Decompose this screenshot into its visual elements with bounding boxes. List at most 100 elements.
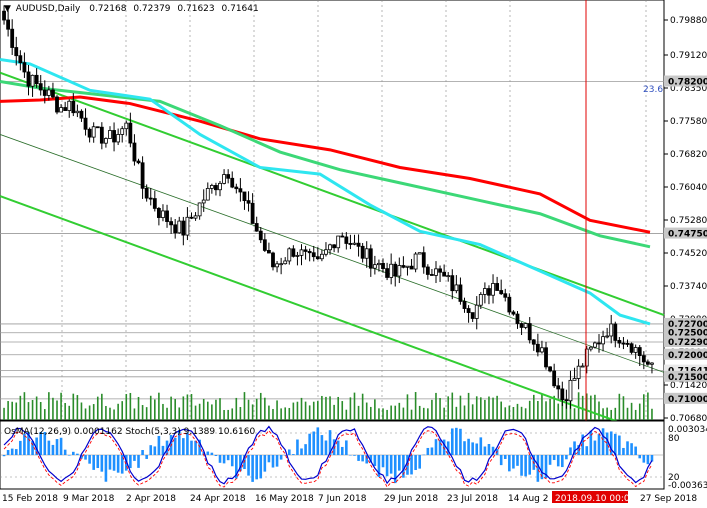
osma-bar [369,455,373,463]
osma-bar [373,455,377,467]
candle-bear [112,130,116,143]
osma-bar [239,455,242,472]
candle-bear [515,313,520,324]
candle-bull [177,220,182,234]
price-tick-label: 0.76820 [670,150,707,160]
candle-bull [197,202,202,217]
osma-bar [108,455,112,470]
candle-bull [91,126,96,138]
candle-bear [499,290,504,295]
osma-bar [145,455,148,459]
candle-bear [462,301,467,309]
candle-bear [262,239,267,251]
osma-bar [503,455,507,460]
osma-bar [120,455,124,474]
osma-bar [161,445,165,455]
candle-bear [307,251,312,254]
osma-bar [483,446,487,455]
level-tag-label: 0.72290 [668,338,707,348]
osma-bar [418,455,421,469]
osma-bar [556,455,560,467]
candle-bull [283,260,288,265]
time-axis[interactable]: 15 Feb 2018 9 Mar 2018 2 Apr 2018 24 Apr 20… [2,491,697,504]
osma-bar [426,447,430,455]
candle-bull [482,288,487,295]
osma-bar [6,450,10,455]
osma-bar [605,432,609,455]
price-tick-label: 0.76040 [670,183,707,193]
candle-bull [523,323,528,328]
candle-bull [201,199,206,204]
candle-bear [409,265,414,270]
osma-bar [39,431,43,455]
candle-bull [218,182,222,191]
osma-bar [2,455,6,457]
candle-bear [63,107,68,111]
candle-bear [230,177,235,188]
candle-bear [140,162,145,189]
candle-bear [613,323,618,341]
candle-bear [173,224,178,234]
symbol-arrow-icon: ▼ [4,4,11,14]
candle-bear [99,126,104,144]
osma-bar [410,455,413,475]
osma-bar [434,439,438,455]
candle-bear [348,243,353,245]
main-plot-frame [0,0,665,421]
candle-bull [478,293,483,306]
osma-bar [471,442,474,455]
candle-bear [250,202,255,224]
osma-bar [202,451,206,455]
chart-title: ▼ AUDUSD,Daily 0.72168 0.72379 0.71623 0… [4,4,259,14]
price-tick-label: 0.77580 [670,117,707,127]
channel-lower-line [0,195,665,440]
candle-bear [271,252,275,268]
candle-bear [136,160,141,164]
osma-bar [442,439,446,455]
osma-bar [296,439,299,455]
osma-bar [565,455,568,460]
osma-bar [251,455,254,482]
osma-bar [304,444,307,455]
indicator-tick-label: 20 [668,473,680,483]
candle-bear [527,323,532,341]
osma-bar [124,455,128,471]
price-tick-label: 0.74520 [670,249,707,259]
price-axis[interactable]: 0.79880 0.79120 0.78350 0.77580 0.76820 0.760… [664,16,707,491]
osma-bar [512,455,515,469]
osma-bar [165,440,169,455]
candle-bear [311,252,316,258]
osma-bar [214,455,218,456]
candle-bear [14,47,19,57]
osma-bar [76,453,79,455]
candle-bull [650,362,654,365]
candle-bull [104,138,108,144]
level-tag-label: 0.78200 [668,78,707,88]
ohlc-open: 0.72168 [89,4,126,14]
time-tick-label: 7 Jun 2018 [318,494,367,504]
candle-bear [128,122,133,144]
candle-bull [328,244,332,251]
osma-bar [601,428,605,455]
osma-bar [182,438,185,455]
osma-bar [585,446,589,455]
osma-bar [646,455,650,465]
candle-bull [295,254,300,257]
candle-bull [209,185,214,189]
candle-bull [279,263,284,266]
candle-bear [356,242,361,247]
candle-bear [645,361,650,365]
level-tag [664,392,707,404]
osma-bar [14,449,18,455]
osma-bar [27,431,30,455]
candle-bull [397,265,402,277]
osma-bar [336,440,340,455]
osma-bar [642,455,646,463]
candle-bear [18,55,23,64]
candle-bear [165,210,169,222]
time-tick-label: 9 Mar 2018 [63,494,115,504]
osma-bar [247,455,250,476]
osma-bar [540,455,544,480]
level-tag [664,317,707,329]
